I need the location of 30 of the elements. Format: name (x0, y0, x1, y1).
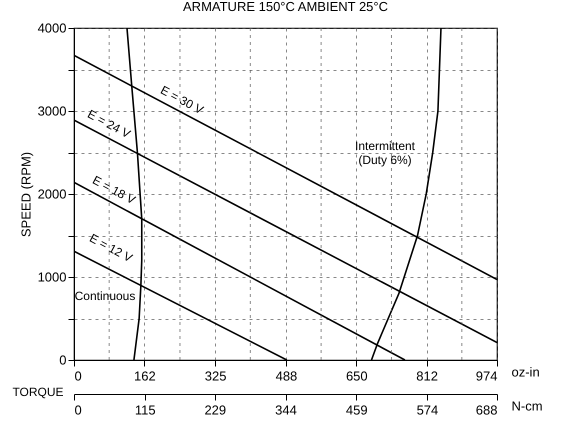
annotation: E = 18 V (90, 172, 138, 208)
x-tick-label: 0 (74, 368, 82, 384)
y-tick-label: 0 (59, 352, 66, 368)
x2-tick-label: 459 (346, 402, 368, 418)
x2-axis-title: N-cm (512, 398, 543, 414)
annotation: E = 12 V (87, 230, 135, 266)
x-tick-label: 488 (276, 368, 298, 384)
y-axis-title: SPEED (RPM) (18, 152, 34, 238)
y-tick-label: 4000 (38, 20, 66, 36)
x-tick-label: 325 (204, 368, 226, 384)
x-tick-label: 974 (476, 368, 498, 384)
annotation: E = 24 V (85, 106, 133, 142)
chart-title: ARMATURE 150°C AMBIENT 25°C (183, 0, 388, 14)
x2-tick-label: 229 (204, 402, 226, 418)
x-tick-label: 650 (346, 368, 368, 384)
y-tick-label: 1000 (38, 270, 66, 284)
x-tick-label: 812 (416, 368, 438, 384)
x-tick-label: 162 (134, 368, 156, 384)
x2-tick-label: 688 (476, 402, 498, 418)
x-axis-title: oz-in (512, 364, 540, 380)
x2-tick-label: 0 (74, 402, 82, 418)
x2-tick-label: 344 (275, 402, 297, 418)
y-tick-label: 2000 (38, 186, 66, 202)
annotation: E = 30 V (158, 82, 206, 118)
annotation: Intermittent (Duty 6%) (354, 139, 416, 167)
annotation: Continuous (74, 289, 136, 303)
y-tick-label: 3000 (38, 104, 66, 118)
text: TORQUE (12, 385, 64, 399)
x2-tick-label: 574 (416, 402, 438, 418)
x2-tick-label: 115 (134, 402, 156, 418)
